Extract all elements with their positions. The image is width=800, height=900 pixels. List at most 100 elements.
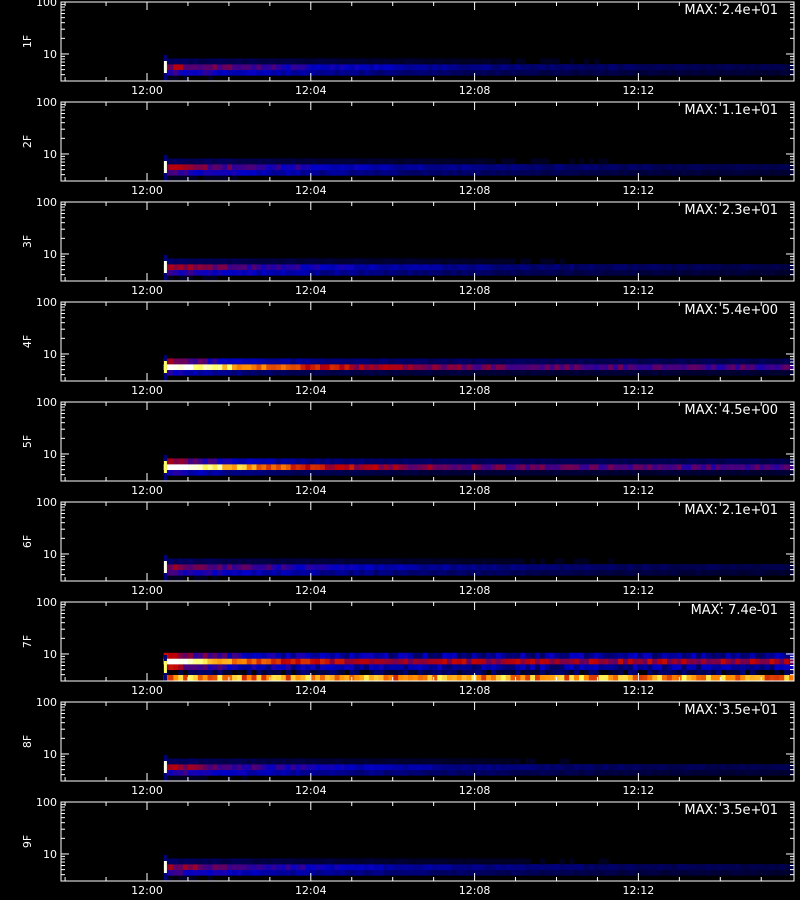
heatmap-cell <box>217 569 223 576</box>
panel-heatmap <box>163 652 795 682</box>
heatmap-cell <box>598 652 604 659</box>
heatmap-cell <box>373 564 379 571</box>
heatmap-cell <box>779 675 785 681</box>
heatmap-cell <box>256 558 262 565</box>
heatmap-cell <box>188 864 194 871</box>
heatmap-cell <box>168 269 174 276</box>
heatmap-cell <box>417 269 423 276</box>
heatmap-cell <box>710 369 717 376</box>
heatmap-cell <box>564 369 570 376</box>
heatmap-cell <box>608 269 614 276</box>
heatmap-cell <box>554 652 560 659</box>
heatmap-cell <box>613 569 619 576</box>
heatmap-cell <box>183 664 189 671</box>
heatmap-cell <box>564 652 570 659</box>
heatmap-cell <box>627 658 634 665</box>
heatmap-cell <box>192 775 199 782</box>
heatmap-cell <box>569 769 575 776</box>
heatmap-cell <box>329 258 335 265</box>
heatmap-cell <box>241 864 247 871</box>
heatmap-cell <box>578 564 585 571</box>
heatmap-cell <box>271 652 277 659</box>
heatmap-cell <box>300 264 306 271</box>
heatmap-cell <box>276 169 282 176</box>
heatmap-cell <box>202 269 208 276</box>
heatmap-cell <box>603 164 609 171</box>
heatmap-cell <box>618 564 624 571</box>
heatmap-cell <box>632 769 638 776</box>
heatmap-cell <box>569 469 575 476</box>
heatmap-cell <box>168 369 174 376</box>
heatmap-cell <box>388 675 394 681</box>
heatmap-cell <box>378 869 384 876</box>
heatmap-cell <box>183 169 189 176</box>
heatmap-cell <box>427 458 433 465</box>
heatmap-cell <box>437 764 443 771</box>
heatmap-cell <box>525 564 531 571</box>
heatmap-cell <box>789 464 795 471</box>
heatmap-cell <box>192 869 199 876</box>
heatmap-cell <box>583 869 590 876</box>
heatmap-cell <box>407 764 414 771</box>
heatmap-cell <box>569 458 575 465</box>
heatmap-cell <box>510 764 516 771</box>
heatmap-cell <box>481 469 487 476</box>
heatmap-cell <box>637 764 643 771</box>
heatmap-cell <box>383 558 389 565</box>
heatmap-cell <box>339 269 345 276</box>
heatmap-cell <box>505 369 511 376</box>
heatmap-cell <box>774 664 780 671</box>
heatmap-cell <box>388 369 394 376</box>
heatmap-cell <box>285 758 291 765</box>
heatmap-cell <box>578 464 585 471</box>
heatmap-cell <box>442 869 448 876</box>
heatmap-cell <box>515 58 521 65</box>
heatmap-cell <box>593 164 599 171</box>
heatmap-cell <box>422 675 428 681</box>
heatmap-cell <box>539 652 546 659</box>
heatmap-cell <box>666 864 673 871</box>
heatmap-cell <box>305 69 311 76</box>
heatmap-cell <box>197 869 204 876</box>
heatmap-cell <box>261 669 267 676</box>
heatmap-cell <box>251 869 257 876</box>
heatmap-cell <box>373 864 379 871</box>
heatmap-cell <box>779 652 785 659</box>
heatmap-cell <box>657 569 663 576</box>
heatmap-cell <box>251 864 257 871</box>
heatmap-cell <box>178 164 184 171</box>
heatmap-cell <box>554 764 560 771</box>
heatmap-cell <box>603 64 609 71</box>
heatmap-cell <box>559 864 565 871</box>
heatmap-cell <box>564 769 570 776</box>
heatmap-cell <box>754 269 761 276</box>
heatmap-cell <box>417 858 423 865</box>
heatmap-cell <box>285 558 291 565</box>
heatmap-cell <box>290 569 296 576</box>
heatmap-cell <box>168 558 174 565</box>
heatmap-cell <box>378 458 384 465</box>
heatmap-cell <box>393 564 399 571</box>
plot-frame <box>60 101 795 182</box>
x-tick-label: 12:04 <box>295 784 327 797</box>
heatmap-cell <box>373 769 379 776</box>
heatmap-cell <box>666 458 673 465</box>
heatmap-cell <box>564 269 570 276</box>
heatmap-cell <box>432 464 438 471</box>
heatmap-cell <box>569 652 575 659</box>
heatmap-cell <box>266 564 272 571</box>
heatmap-cell <box>603 369 609 376</box>
heatmap-cell <box>696 669 702 676</box>
heatmap-cell <box>598 269 604 276</box>
heatmap-cell <box>236 569 243 576</box>
heatmap-cell <box>207 275 213 282</box>
heatmap-cell <box>227 564 233 571</box>
heatmap-cell <box>642 675 648 681</box>
heatmap-cell <box>544 769 550 776</box>
heatmap-cell <box>427 564 433 571</box>
heatmap-cell <box>383 358 389 365</box>
heatmap-cell <box>583 164 590 171</box>
heatmap-cell <box>222 664 228 671</box>
heatmap-cell <box>207 675 213 681</box>
